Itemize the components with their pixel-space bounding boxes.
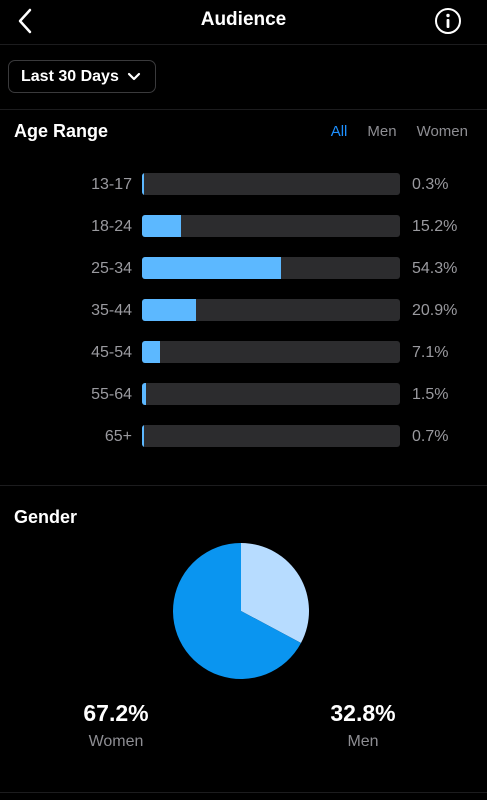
age-row: 45-54 7.1% <box>0 341 487 365</box>
age-bar-fill <box>142 257 282 279</box>
age-bar-track <box>142 383 400 405</box>
age-bracket-label: 18-24 <box>91 218 132 235</box>
top-bar: Audience <box>0 0 487 45</box>
page-title: Audience <box>200 9 287 30</box>
info-icon <box>435 8 461 34</box>
filter-all[interactable]: All <box>330 123 348 140</box>
age-bracket-label: 45-54 <box>91 344 132 361</box>
age-percent: 20.9% <box>412 302 458 319</box>
age-bracket-label: 13-17 <box>91 176 132 193</box>
chevron-left-icon <box>18 8 32 34</box>
age-percent: 0.3% <box>412 176 449 193</box>
age-row: 25-34 54.3% <box>0 257 487 281</box>
men-label: Men <box>347 733 379 750</box>
age-range-filters: All Men Women <box>311 123 468 140</box>
age-bar-track <box>142 257 400 279</box>
age-bar-track <box>142 425 400 447</box>
age-bracket-label: 25-34 <box>91 260 132 277</box>
age-row: 65+ 0.7% <box>0 425 487 449</box>
men-percent: 32.8% <box>330 700 396 726</box>
women-stat: 67.2% Women <box>36 700 196 751</box>
men-slice <box>241 543 309 644</box>
date-range-row: Last 30 Days <box>0 45 487 110</box>
bottom-divider <box>0 792 487 793</box>
age-percent: 15.2% <box>412 218 458 235</box>
age-percent: 0.7% <box>412 428 449 445</box>
age-bar-fill <box>142 383 146 405</box>
gender-title: Gender <box>14 507 78 527</box>
chevron-down-icon <box>127 72 140 80</box>
filter-women[interactable]: Women <box>416 123 468 140</box>
women-slice <box>173 543 301 679</box>
women-percent: 67.2% <box>83 700 149 726</box>
age-bracket-label: 65+ <box>104 428 132 445</box>
age-bar-fill <box>142 341 161 363</box>
age-bar-track <box>142 173 400 195</box>
date-range-dropdown[interactable]: Last 30 Days <box>8 60 156 93</box>
age-bar-track <box>142 299 400 321</box>
gender-pie-chart <box>173 543 309 679</box>
age-bar-fill <box>142 425 145 447</box>
age-bracket-label: 35-44 <box>91 302 132 319</box>
age-row: 13-17 0.3% <box>0 173 487 197</box>
age-percent: 1.5% <box>412 386 449 403</box>
women-label: Women <box>88 733 144 750</box>
age-row: 35-44 20.9% <box>0 299 487 323</box>
age-bar-fill <box>142 215 181 237</box>
men-stat: 32.8% Men <box>283 700 443 751</box>
filter-men[interactable]: Men <box>367 123 397 140</box>
age-bar-track <box>142 215 400 237</box>
age-row: 55-64 1.5% <box>0 383 487 407</box>
age-percent: 54.3% <box>412 260 458 277</box>
section-divider <box>0 485 487 486</box>
age-range-title: Age Range <box>14 121 109 141</box>
age-bar-fill <box>142 299 196 321</box>
age-percent: 7.1% <box>412 344 449 361</box>
date-range-label: Last 30 Days <box>21 67 119 85</box>
age-row: 18-24 15.2% <box>0 215 487 239</box>
info-button[interactable] <box>433 6 463 36</box>
back-button[interactable] <box>10 6 40 36</box>
age-bar-fill <box>142 173 145 195</box>
age-bracket-label: 55-64 <box>91 386 132 403</box>
age-bar-track <box>142 341 400 363</box>
